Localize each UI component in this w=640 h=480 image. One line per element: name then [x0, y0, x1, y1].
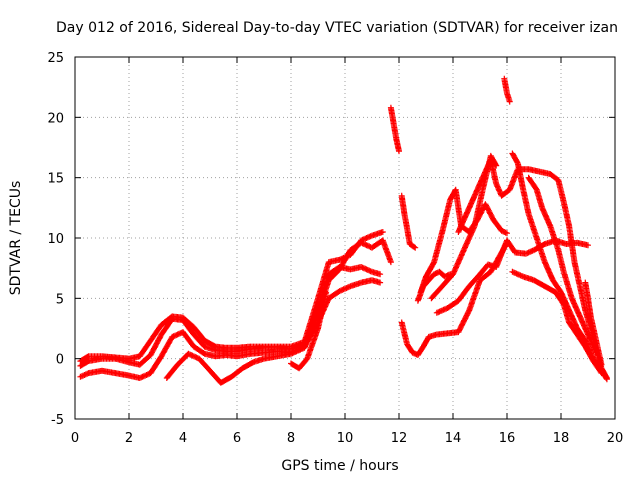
- x-tick-label: 4: [179, 431, 187, 446]
- series-track-f: [387, 104, 402, 155]
- series-markers: [509, 268, 605, 377]
- x-tick-label: 12: [391, 431, 408, 446]
- data-marks: [77, 75, 610, 386]
- series-track-q: [582, 279, 605, 368]
- series-markers: [163, 237, 394, 386]
- series-track-m: [501, 75, 513, 105]
- x-axis-label: GPS time / hours: [281, 458, 398, 474]
- x-tick-label: 10: [337, 431, 354, 446]
- chart-title: Day 012 of 2016, Sidereal Day-to-day VTE…: [56, 20, 618, 36]
- axis-ticks: 0 2 4 6 8 10 12 14 16 18 20 -5 0 5 10 15 20 25: [47, 51, 623, 446]
- series-track-e: [288, 289, 330, 372]
- x-tick-label: 14: [445, 431, 462, 446]
- series-markers: [582, 279, 605, 368]
- series-track-o: [509, 268, 605, 377]
- y-tick-label: 15: [47, 172, 64, 187]
- y-tick-label: 25: [47, 51, 64, 66]
- series-markers: [387, 104, 402, 155]
- x-tick-label: 16: [499, 431, 516, 446]
- y-tick-label: 20: [47, 111, 64, 126]
- y-tick-label: -5: [51, 413, 64, 428]
- series-markers: [288, 289, 330, 372]
- series-track-d: [163, 237, 394, 386]
- series-track-k: [433, 237, 591, 316]
- series-markers: [414, 268, 454, 304]
- y-tick-label: 0: [56, 353, 64, 368]
- series-markers: [501, 75, 513, 105]
- series-track-p: [525, 174, 600, 356]
- x-tick-label: 0: [71, 431, 79, 446]
- x-tick-label: 2: [125, 431, 133, 446]
- y-tick-label: 5: [56, 292, 64, 307]
- series-track-r: [414, 268, 454, 304]
- series-markers: [398, 192, 419, 251]
- series-markers: [433, 237, 591, 316]
- x-tick-label: 20: [607, 431, 624, 446]
- x-tick-label: 8: [287, 431, 295, 446]
- y-tick-label: 10: [47, 232, 64, 247]
- series-markers: [525, 174, 600, 356]
- y-axis-label: SDTVAR / TECUs: [8, 181, 24, 296]
- x-tick-label: 18: [553, 431, 570, 446]
- series-track-g: [398, 192, 419, 251]
- x-tick-label: 6: [233, 431, 241, 446]
